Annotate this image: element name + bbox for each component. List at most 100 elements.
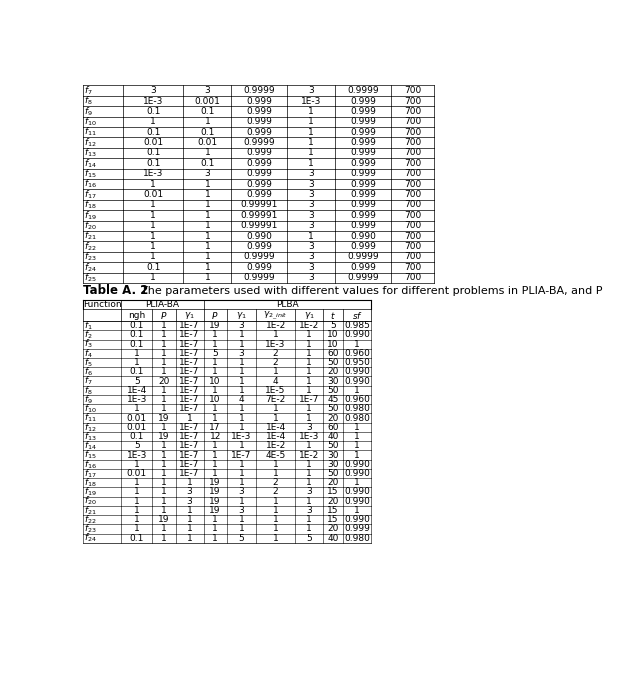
Text: 1: 1 bbox=[306, 414, 312, 423]
Text: 1: 1 bbox=[161, 506, 167, 515]
Text: 1: 1 bbox=[205, 211, 210, 220]
Text: 700: 700 bbox=[404, 117, 421, 127]
Text: $f_{20}$: $f_{20}$ bbox=[84, 219, 97, 232]
Text: 12: 12 bbox=[210, 432, 221, 441]
Text: 3: 3 bbox=[308, 252, 314, 261]
Text: 0.01: 0.01 bbox=[127, 414, 147, 423]
Text: 0.999: 0.999 bbox=[350, 201, 376, 210]
Text: 700: 700 bbox=[404, 107, 421, 116]
Text: 1: 1 bbox=[212, 386, 218, 395]
Text: 40: 40 bbox=[327, 533, 339, 542]
Text: 1: 1 bbox=[150, 211, 156, 220]
Text: 1: 1 bbox=[354, 386, 360, 395]
Text: $f_{5}$: $f_{5}$ bbox=[84, 356, 93, 369]
Text: 0.1: 0.1 bbox=[146, 159, 160, 168]
Text: 0.990: 0.990 bbox=[344, 368, 370, 376]
Text: 3: 3 bbox=[308, 86, 314, 95]
Text: 1E-2: 1E-2 bbox=[299, 321, 319, 330]
Text: 1: 1 bbox=[212, 451, 218, 459]
Text: 0.999: 0.999 bbox=[246, 263, 272, 272]
Text: 1: 1 bbox=[306, 368, 312, 376]
Text: 3: 3 bbox=[150, 86, 156, 95]
Text: 1: 1 bbox=[134, 404, 140, 413]
Text: 1E-7: 1E-7 bbox=[180, 441, 200, 450]
Text: $f_{8}$: $f_{8}$ bbox=[84, 95, 93, 107]
Text: 1: 1 bbox=[273, 404, 278, 413]
Text: 1: 1 bbox=[238, 524, 245, 533]
Text: 1: 1 bbox=[161, 349, 167, 358]
Text: $f_{15}$: $f_{15}$ bbox=[84, 449, 97, 461]
Text: 0.1: 0.1 bbox=[130, 340, 144, 349]
Text: $f_{24}$: $f_{24}$ bbox=[84, 261, 97, 273]
Text: 1: 1 bbox=[306, 404, 312, 413]
Text: 1: 1 bbox=[150, 252, 156, 261]
Text: $f_{15}$: $f_{15}$ bbox=[84, 168, 97, 180]
Text: 1: 1 bbox=[134, 497, 140, 505]
Text: 1: 1 bbox=[161, 524, 167, 533]
Text: 5: 5 bbox=[212, 349, 218, 358]
Text: $f_{18}$: $f_{18}$ bbox=[84, 477, 97, 489]
Text: $f_{13}$: $f_{13}$ bbox=[84, 147, 97, 159]
Text: 1: 1 bbox=[306, 460, 312, 469]
Text: 20: 20 bbox=[327, 497, 339, 505]
Text: 30: 30 bbox=[327, 460, 339, 469]
Text: 3: 3 bbox=[238, 349, 245, 358]
Text: 1: 1 bbox=[306, 497, 312, 505]
Text: 700: 700 bbox=[404, 211, 421, 220]
Text: 1: 1 bbox=[354, 423, 360, 432]
Text: $f_{16}$: $f_{16}$ bbox=[84, 458, 97, 470]
Text: 0.960: 0.960 bbox=[344, 395, 370, 404]
Text: $f_{22}$: $f_{22}$ bbox=[84, 240, 97, 253]
Text: 20: 20 bbox=[327, 478, 339, 487]
Text: 0.999: 0.999 bbox=[246, 169, 272, 178]
Text: 0.999: 0.999 bbox=[350, 107, 376, 116]
Text: 1E-7: 1E-7 bbox=[180, 395, 200, 404]
Text: Table A. 2: Table A. 2 bbox=[82, 284, 148, 297]
Text: 1: 1 bbox=[306, 524, 312, 533]
Text: 1E-4: 1E-4 bbox=[265, 432, 286, 441]
Text: 1: 1 bbox=[205, 273, 210, 282]
Text: 0.980: 0.980 bbox=[344, 404, 370, 413]
Text: 1: 1 bbox=[212, 358, 218, 367]
Text: $f_{8}$: $f_{8}$ bbox=[84, 384, 93, 396]
Text: 0.1: 0.1 bbox=[146, 148, 160, 157]
Text: 5: 5 bbox=[134, 441, 140, 450]
Text: 0.1: 0.1 bbox=[146, 263, 160, 272]
Text: 0.999: 0.999 bbox=[246, 117, 272, 127]
Text: $P$: $P$ bbox=[160, 310, 168, 321]
Text: 2: 2 bbox=[273, 358, 278, 367]
Text: 30: 30 bbox=[327, 377, 339, 386]
Text: 1: 1 bbox=[161, 395, 167, 404]
Text: $f_{16}$: $f_{16}$ bbox=[84, 178, 97, 190]
Text: 1E-2: 1E-2 bbox=[265, 321, 286, 330]
Text: 3: 3 bbox=[308, 273, 314, 282]
Text: 40: 40 bbox=[327, 432, 339, 441]
Text: 1: 1 bbox=[238, 386, 245, 395]
Text: 1: 1 bbox=[161, 533, 167, 542]
Text: 1E-7: 1E-7 bbox=[180, 386, 200, 395]
Text: 1: 1 bbox=[238, 340, 245, 349]
Text: 1: 1 bbox=[354, 340, 360, 349]
Text: 3: 3 bbox=[187, 487, 192, 496]
Text: 1: 1 bbox=[161, 451, 167, 459]
Text: 4: 4 bbox=[239, 395, 245, 404]
Text: 1: 1 bbox=[187, 414, 192, 423]
Text: 1: 1 bbox=[306, 377, 312, 386]
Text: 0.9999: 0.9999 bbox=[243, 273, 275, 282]
Text: 3: 3 bbox=[205, 86, 210, 95]
Text: 1: 1 bbox=[205, 222, 210, 230]
Text: 1: 1 bbox=[150, 201, 156, 210]
Text: 2: 2 bbox=[273, 478, 278, 487]
Text: 1: 1 bbox=[205, 201, 210, 210]
Text: 3: 3 bbox=[308, 201, 314, 210]
Text: 0.01: 0.01 bbox=[127, 423, 147, 432]
Text: 1: 1 bbox=[308, 117, 314, 127]
Text: $\gamma_{2\_init}$: $\gamma_{2\_init}$ bbox=[263, 309, 288, 322]
Text: 700: 700 bbox=[404, 201, 421, 210]
Text: $sf$: $sf$ bbox=[351, 310, 363, 321]
Text: 0.9999: 0.9999 bbox=[243, 86, 275, 95]
Text: 1: 1 bbox=[306, 515, 312, 524]
Text: 0.9999: 0.9999 bbox=[348, 273, 379, 282]
Text: 0.999: 0.999 bbox=[246, 190, 272, 199]
Text: 0.999: 0.999 bbox=[350, 96, 376, 106]
